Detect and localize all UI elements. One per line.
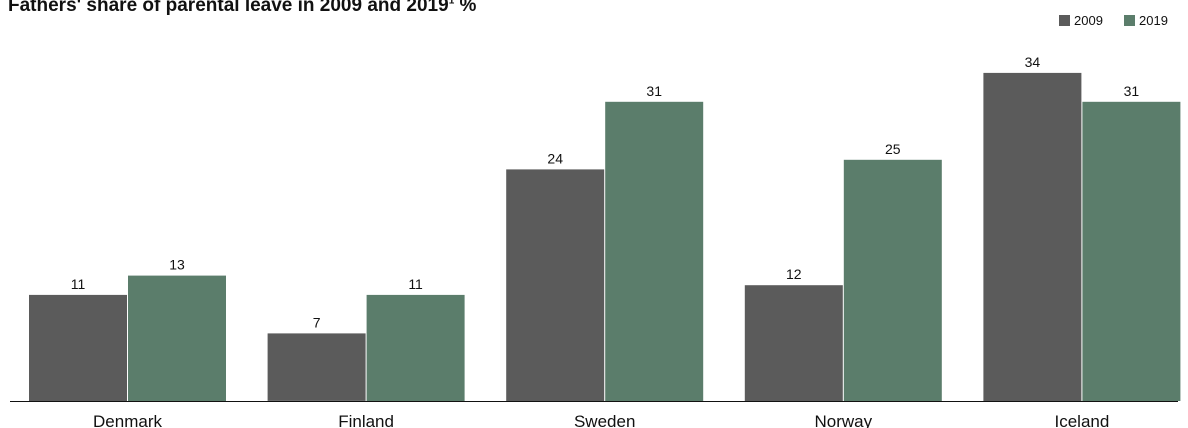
value-label-norway-2019: 25	[885, 141, 901, 157]
value-label-sweden-2009: 24	[547, 150, 563, 166]
category-label-denmark: Denmark	[93, 412, 162, 428]
legend-label-2009: 2009	[1074, 13, 1103, 28]
value-label-iceland-2019: 31	[1124, 83, 1140, 99]
chart-title-text: Fathers' share of parental leave in 2009…	[8, 0, 449, 16]
value-label-norway-2009: 12	[786, 266, 802, 282]
bar-denmark-2009	[29, 294, 127, 402]
chart-title: Fathers' share of parental leave in 2009…	[8, 0, 476, 18]
value-label-denmark-2009: 11	[71, 276, 86, 292]
bar-sweden-2009	[506, 169, 605, 401]
value-label-finland-2019: 11	[408, 276, 423, 292]
bar-iceland-2019	[1082, 101, 1181, 402]
value-label-iceland-2009: 34	[1025, 54, 1041, 70]
legend: 2009 2019	[1059, 13, 1168, 28]
chart-title-footnote: 1	[448, 0, 455, 7]
bar-denmark-2019	[128, 275, 226, 402]
value-label-sweden-2019: 31	[646, 83, 662, 99]
legend-swatch-2009	[1059, 15, 1070, 26]
legend-swatch-2019	[1124, 15, 1135, 26]
category-label-finland: Finland	[338, 412, 394, 428]
value-label-denmark-2019: 13	[169, 257, 185, 273]
bar-norway-2019	[843, 159, 942, 402]
bar-finland-2009	[267, 333, 366, 401]
legend-label-2019: 2019	[1139, 13, 1168, 28]
value-label-finland-2009: 7	[313, 314, 321, 330]
chart-title-unit: %	[459, 0, 477, 16]
category-label-iceland: Iceland	[1054, 412, 1109, 428]
value-labels: 11 13 7 11 24 31 12 25 34 31	[71, 54, 1140, 330]
bars	[29, 72, 1181, 402]
bar-norway-2009	[744, 285, 843, 401]
bar-iceland-2009	[983, 72, 1082, 402]
category-labels: Denmark Finland Sweden Norway Iceland	[93, 412, 1109, 428]
bar-sweden-2019	[605, 101, 704, 402]
category-label-norway: Norway	[814, 412, 872, 428]
bar-finland-2019	[366, 294, 465, 402]
category-label-sweden: Sweden	[574, 412, 635, 428]
